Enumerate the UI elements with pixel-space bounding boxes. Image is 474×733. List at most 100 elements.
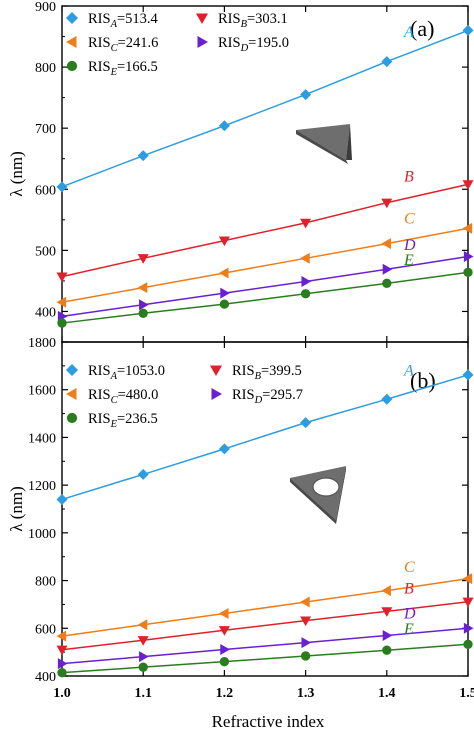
series-line-B	[61, 183, 469, 278]
series-line-E	[61, 643, 469, 674]
data-point	[137, 254, 149, 264]
data-point	[462, 369, 474, 381]
data-point	[463, 639, 473, 649]
data-point	[463, 250, 474, 262]
curve-label-D: D	[403, 606, 416, 623]
data-point	[137, 636, 149, 646]
panel-label: (a)	[410, 16, 434, 41]
panel-b: 400 600 800 1000 1200 1400 1600 1800 λ (nm) (b)A C…	[7, 336, 474, 685]
series-B: B	[56, 581, 474, 656]
data-point	[462, 222, 473, 234]
curve-label-A: A	[403, 363, 414, 380]
curve-label-C: C	[404, 559, 415, 576]
curve-label-D: D	[403, 237, 416, 254]
inset-hole	[312, 477, 340, 497]
data-point	[381, 56, 393, 68]
y-tick-label: 1200	[28, 479, 56, 494]
data-point	[382, 278, 392, 289]
panel-a: 400 500 600 700 800 900 λ (nm) (a)A B CDE RISA=513…	[7, 0, 474, 343]
data-point	[57, 667, 67, 678]
data-point	[301, 276, 312, 288]
data-point	[462, 180, 474, 190]
data-point	[381, 393, 393, 405]
data-point	[220, 287, 230, 299]
data-point	[218, 443, 230, 455]
data-point	[137, 282, 148, 294]
x-tick-label: 1.4	[378, 686, 396, 701]
data-point	[218, 236, 230, 247]
data-point	[382, 629, 393, 641]
legend-label: RISB=303.1	[218, 11, 288, 30]
data-point	[139, 651, 149, 663]
data-point	[139, 299, 149, 311]
legend-marker	[197, 36, 208, 48]
data-point	[57, 658, 68, 670]
x-axis: 1.0 1.1 1.2 1.3 1.4 1.5	[53, 686, 474, 701]
data-point	[56, 296, 67, 308]
series-line-E	[61, 271, 469, 324]
data-point	[220, 644, 230, 656]
legend-entry-B: RISB=399.5	[210, 363, 302, 382]
data-point	[56, 181, 68, 193]
data-point	[300, 218, 312, 229]
series-line-A	[61, 29, 469, 188]
legend-label: RISE=236.5	[88, 411, 158, 430]
y-tick-label: 600	[35, 183, 56, 198]
series-line-B	[61, 601, 469, 651]
legend-label: RISA=513.4	[88, 11, 159, 30]
curve-label-B: B	[404, 581, 414, 598]
data-point	[218, 607, 229, 619]
series-A: A	[56, 24, 474, 193]
panel-label: (b)	[410, 368, 436, 393]
legend-entry-A: RISA=513.4	[66, 11, 159, 30]
y-tick-label: 600	[35, 622, 56, 637]
data-point	[462, 24, 474, 36]
series-E: E	[57, 621, 473, 678]
curve-label-E: E	[403, 252, 414, 269]
series-line-D	[61, 627, 469, 665]
series-B: B	[56, 168, 474, 283]
inset-triangle-top	[296, 124, 350, 160]
legend-marker	[66, 12, 78, 24]
series-line-C	[61, 577, 469, 637]
y-tick-label: 800	[35, 575, 56, 590]
legend-marker	[66, 36, 77, 48]
x-tick-label: 1.3	[297, 686, 315, 701]
data-point	[381, 585, 391, 597]
data-point	[381, 198, 393, 209]
legend-label: RISB=399.5	[232, 363, 302, 382]
legend-marker	[66, 60, 78, 72]
legend-marker	[66, 412, 78, 424]
legend-label: RISE=166.5	[88, 59, 158, 78]
series-A: A	[56, 363, 474, 505]
data-point	[381, 607, 393, 617]
data-point	[300, 89, 312, 101]
legend-entry-C: RISC=480.0	[66, 387, 158, 406]
data-point	[137, 468, 149, 480]
data-point	[382, 645, 392, 655]
legend-entry-A: RISA=1053.0	[66, 363, 165, 382]
data-point	[300, 651, 311, 661]
data-point	[301, 637, 312, 649]
data-point	[138, 662, 148, 672]
inset-triangle-edge	[290, 478, 336, 524]
series-C: C	[56, 211, 473, 308]
y-tick-label: 1800	[28, 336, 56, 351]
data-point	[300, 252, 310, 264]
curve-label-B: B	[404, 168, 414, 185]
y-tick-label: 1400	[28, 431, 56, 446]
data-point	[300, 616, 312, 627]
series-E: E	[57, 252, 473, 328]
legend-label: RISA=1053.0	[88, 363, 165, 382]
legend-marker	[211, 388, 222, 400]
legend-entry-E: RISE=236.5	[66, 411, 158, 430]
data-point	[463, 622, 474, 634]
y-axis-label: λ (nm)	[7, 486, 26, 532]
y-tick-label: 500	[35, 244, 56, 259]
x-tick-label: 1.1	[134, 686, 152, 701]
data-point	[463, 267, 473, 278]
data-point	[382, 263, 393, 275]
series-line-D	[61, 255, 469, 318]
y-tick-label: 700	[35, 122, 56, 137]
